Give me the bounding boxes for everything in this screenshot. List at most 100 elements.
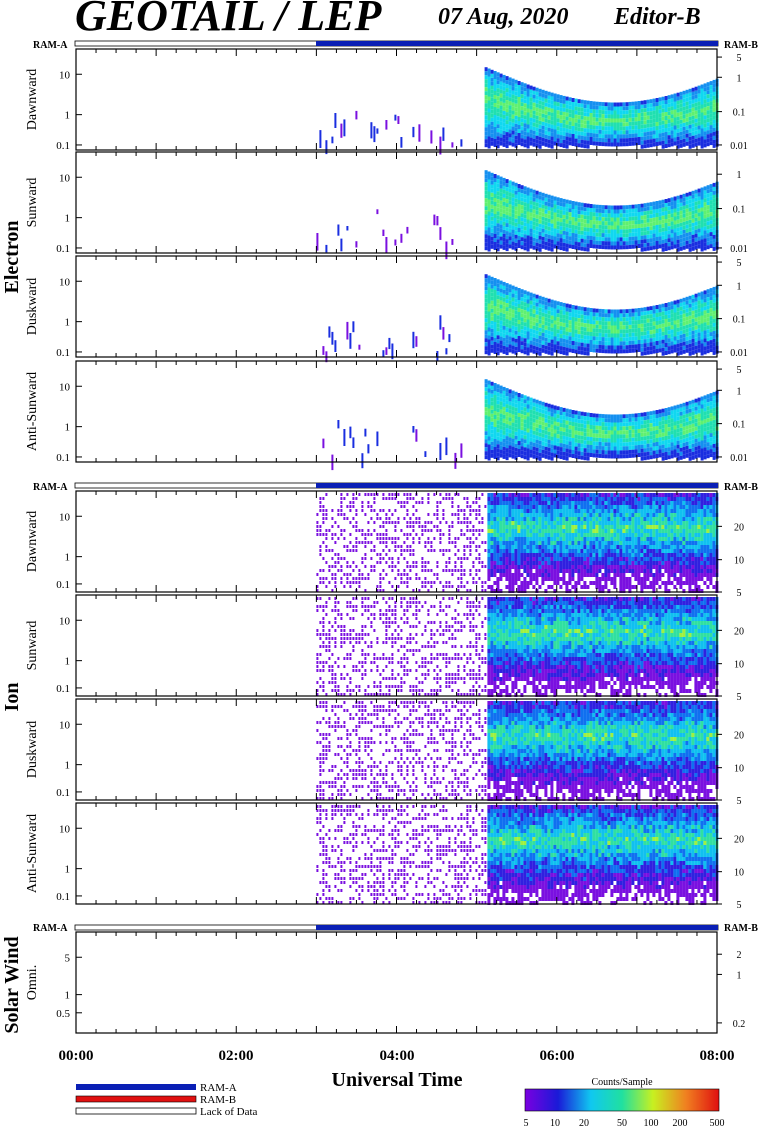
- texture-cell: [613, 438, 617, 443]
- texture-cell: [487, 104, 491, 109]
- texture-cell: [712, 391, 716, 396]
- texture-cell: [544, 406, 548, 411]
- texture-cell: [499, 236, 503, 241]
- texture-cell: [682, 422, 686, 427]
- texture-cell: [688, 88, 692, 93]
- texture-cell: [562, 119, 566, 124]
- texture-cell: [502, 422, 506, 427]
- texture-cell: [619, 446, 623, 451]
- texture-cell: [706, 82, 710, 87]
- texture-cell: [502, 110, 506, 115]
- texture-cell: [643, 347, 647, 352]
- texture-cell: [586, 219, 590, 224]
- texture-cell: [487, 68, 491, 73]
- texture-cell: [517, 336, 521, 340]
- texture-cell: [325, 513, 328, 516]
- texture-cell: [505, 400, 509, 405]
- texture-cell: [511, 213, 515, 218]
- texture-cell: [604, 349, 608, 354]
- texture-cell: [514, 186, 518, 191]
- texture-cell: [673, 304, 677, 309]
- texture-cell: [508, 344, 512, 349]
- texture-cell: [592, 117, 596, 122]
- texture-cell: [514, 391, 518, 396]
- texture-cell: [604, 317, 608, 322]
- texture-cell: [529, 320, 533, 325]
- texture-cell: [529, 304, 533, 309]
- texture-cell: [544, 329, 548, 334]
- texture-cell: [592, 316, 596, 321]
- texture-cell: [712, 139, 716, 144]
- texture-cell: [559, 119, 563, 124]
- texture-cell: [487, 347, 491, 352]
- texture-cell: [664, 231, 668, 235]
- texture-cell: [703, 115, 707, 120]
- texture-cell: [490, 320, 494, 325]
- texture-cell: [595, 445, 599, 450]
- texture-cell: [493, 302, 497, 306]
- texture-cell: [496, 211, 500, 216]
- texture-cell: [661, 104, 665, 109]
- texture-cell: [682, 193, 686, 198]
- texture-cell: [544, 130, 548, 135]
- texture-cell: [673, 312, 677, 317]
- texture-cell: [577, 131, 581, 136]
- texture-cell: [697, 109, 701, 114]
- texture-cell: [625, 118, 629, 123]
- texture-cell: [559, 439, 563, 444]
- texture-cell: [484, 143, 488, 148]
- texture-cell: [496, 136, 500, 141]
- texture-cell: [367, 529, 370, 532]
- texture-cell: [691, 91, 695, 96]
- texture-cell: [637, 437, 641, 441]
- texture-cell: [556, 114, 560, 119]
- texture-cell: [526, 335, 530, 340]
- texture-cell: [493, 391, 497, 395]
- texture-cell: [622, 110, 626, 115]
- texture-cell: [652, 142, 656, 147]
- texture-cell: [514, 87, 518, 92]
- texture-cell: [634, 328, 638, 333]
- texture-cell: [502, 177, 506, 182]
- texture-cell: [697, 244, 701, 249]
- texture-cell: [622, 446, 626, 451]
- texture-cell: [562, 407, 566, 412]
- texture-cell: [655, 333, 659, 337]
- texture-cell: [619, 442, 623, 447]
- texture-cell: [565, 116, 569, 121]
- texture-cell: [505, 96, 509, 101]
- texture-cell: [682, 233, 686, 238]
- texture-cell: [520, 114, 524, 119]
- texture-cell: [580, 111, 584, 116]
- texture-cell: [622, 418, 626, 423]
- texture-cell: [562, 338, 566, 343]
- texture-cell: [685, 137, 689, 142]
- texture-cell: [574, 349, 578, 354]
- texture-cell: [487, 243, 491, 248]
- texture-cell: [601, 130, 605, 135]
- texture-cell: [334, 585, 337, 588]
- texture-cell: [652, 422, 656, 427]
- texture-cell: [640, 136, 644, 141]
- texture-cell: [640, 432, 644, 437]
- texture-cell: [514, 139, 518, 144]
- texture-cell: [496, 428, 500, 433]
- texture-cell: [622, 426, 626, 431]
- texture-cell: [487, 124, 491, 129]
- texture-cell: [346, 565, 349, 568]
- texture-cell: [694, 293, 698, 298]
- texture-cell: [688, 144, 692, 149]
- texture-cell: [685, 433, 689, 438]
- texture-cell: [664, 303, 668, 307]
- texture-cell: [505, 203, 509, 208]
- texture-cell: [679, 143, 683, 148]
- texture-cell: [490, 212, 494, 217]
- texture-cell: [574, 317, 578, 322]
- texture-cell: [490, 292, 494, 297]
- texture-cell: [673, 196, 677, 201]
- texture-cell: [646, 206, 650, 211]
- texture-cell: [571, 430, 575, 434]
- texture-cell: [712, 230, 716, 235]
- texture-cell: [556, 321, 560, 326]
- texture-cell: [574, 134, 578, 139]
